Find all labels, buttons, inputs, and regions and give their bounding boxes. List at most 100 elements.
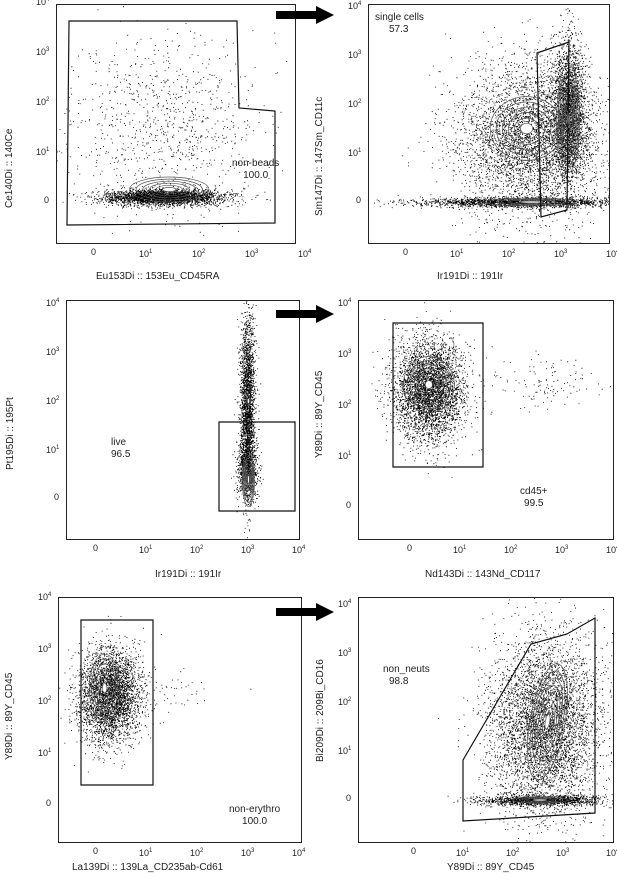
contour-line <box>246 395 251 407</box>
x-tick-label: 0 <box>93 846 99 856</box>
gate-name: live <box>111 437 127 448</box>
x-tick-label: 103 <box>245 249 259 259</box>
y-axis-label: Y89Di :: 89Y_CD45 <box>4 672 15 760</box>
plot-frame <box>368 4 610 244</box>
contour-line <box>97 673 112 703</box>
density-contours <box>512 796 568 804</box>
contour-line <box>135 178 203 201</box>
contour-line <box>537 692 558 751</box>
event-dot-layer <box>543 8 601 239</box>
event-dot-layer <box>69 182 271 212</box>
x-axis-label: Eu153Di :: 153Eu_CD45RA <box>96 271 220 282</box>
plot-frame <box>66 300 300 540</box>
contour-line <box>93 663 116 713</box>
x-tick-label: 101 <box>139 545 153 555</box>
gate-label: live 96.5 <box>111 437 130 461</box>
y-tick-label: 104 <box>338 599 352 609</box>
plot-area <box>218 301 296 539</box>
contour-line <box>539 699 556 744</box>
y-axis-label: Sm147Di :: 147Sm_CD11c <box>314 96 325 216</box>
x-tick-label: 102 <box>502 249 516 259</box>
contour-line <box>244 463 253 496</box>
contour-line <box>508 112 546 145</box>
event-dot-layer <box>471 350 611 413</box>
event-dots <box>437 598 613 842</box>
y-tick-label: 102 <box>338 400 352 410</box>
y-tick-label: 101 <box>46 445 60 455</box>
gate-percent: 96.5 <box>111 449 131 460</box>
event-dots <box>374 194 609 211</box>
contour-line <box>99 677 110 699</box>
x-tick-label: 104 <box>606 249 617 259</box>
x-tick-label: 104 <box>606 848 617 858</box>
contour-line <box>148 182 190 197</box>
density-contours <box>246 395 251 407</box>
contour-line <box>91 658 119 718</box>
gate-percent: 57.3 <box>389 24 409 35</box>
contour-line <box>410 364 448 405</box>
contour-line <box>402 356 455 414</box>
y-tick-label: 103 <box>36 47 50 57</box>
contour-line <box>162 187 177 192</box>
y-tick-label: 102 <box>36 97 50 107</box>
contour-line <box>512 796 568 804</box>
event-dots <box>141 668 252 724</box>
density-contours <box>527 663 568 780</box>
contour-line <box>520 122 534 135</box>
gate-non-neuts[interactable] <box>462 616 596 822</box>
x-tick-label: 103 <box>241 848 255 858</box>
y-tick-label: 0 <box>346 793 352 803</box>
contour-line <box>246 471 251 488</box>
contour-line <box>155 184 183 195</box>
plot-frame <box>358 300 614 540</box>
y-axis-label: Pt195Di :: 195Pt <box>5 397 16 470</box>
gate-percent: 100.0 <box>243 170 269 181</box>
event-dots <box>69 182 271 212</box>
gate-label: single cells 57.3 <box>375 12 424 36</box>
contour-line <box>245 467 252 492</box>
gate-name: non-erythro <box>229 804 281 815</box>
y-axis-label: Y89Di :: 89Y_CD45 <box>314 370 325 458</box>
gate-percent: 98.8 <box>389 676 409 687</box>
x-axis-label: La139Di :: 139La_CD235ab-Cd61 <box>72 862 224 873</box>
contour-line <box>542 706 553 737</box>
plot-frame <box>358 597 614 843</box>
contour-line <box>534 684 561 759</box>
contour-line <box>247 398 250 404</box>
event-dots <box>543 8 601 239</box>
x-tick-label: 101 <box>450 249 464 259</box>
plot-frame <box>58 597 302 843</box>
gate-cd45-positive[interactable] <box>392 322 484 468</box>
contour-line <box>532 677 563 766</box>
contour-line <box>525 797 555 803</box>
gate-name: non-beads <box>232 158 280 169</box>
plot-frame <box>56 4 296 244</box>
plot-area <box>59 615 252 786</box>
x-tick-label: 102 <box>190 848 204 858</box>
gate-single-cells[interactable] <box>536 41 570 218</box>
event-dot-layer <box>234 301 262 539</box>
gate-name: cd45+ <box>520 486 548 497</box>
y-tick-label: 0 <box>46 798 52 808</box>
x-axis-label: Nd143Di :: 143Nd_CD117 <box>425 569 541 580</box>
gate-non-erythro[interactable] <box>80 619 154 786</box>
x-tick-label: 101 <box>453 545 467 555</box>
gate-non-beads[interactable] <box>66 20 276 226</box>
event-dots <box>401 19 609 243</box>
x-tick-label: 104 <box>292 545 306 555</box>
x-tick-label: 0 <box>93 543 99 553</box>
gate-live[interactable] <box>218 421 296 512</box>
y-tick-label: 101 <box>338 451 352 461</box>
event-dots <box>57 6 288 236</box>
contour-line <box>406 360 452 409</box>
y-tick-label: 103 <box>338 648 352 658</box>
x-tick-label: 101 <box>456 848 470 858</box>
x-tick-label: 0 <box>411 846 417 856</box>
x-tick-label: 102 <box>504 545 518 555</box>
contour-line <box>519 797 561 803</box>
contour-line <box>242 452 255 507</box>
contour-line <box>501 106 552 151</box>
event-dots <box>447 790 613 809</box>
contour-line <box>527 663 568 780</box>
contour-line <box>129 176 210 203</box>
